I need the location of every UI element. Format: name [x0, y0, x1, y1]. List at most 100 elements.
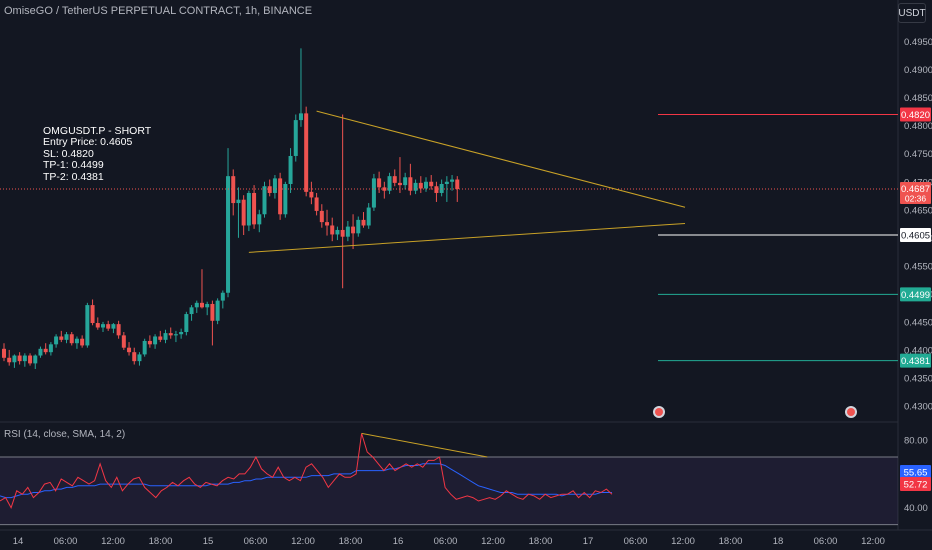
time-axis-tick: 06:00	[434, 536, 458, 547]
time-axis-tick: 18:00	[529, 536, 553, 547]
candle	[314, 197, 319, 211]
price-axis-tick: 0.4900	[904, 65, 932, 76]
time-axis-tick: 18:00	[339, 536, 363, 547]
candle	[100, 324, 105, 328]
candle	[12, 355, 17, 363]
candle	[424, 181, 429, 189]
candle	[28, 355, 33, 364]
candle	[231, 176, 236, 204]
current-price-label: 0.4687	[901, 184, 930, 195]
candle	[121, 335, 126, 348]
candle	[267, 186, 272, 193]
price-axis-tick: 0.4350	[904, 373, 932, 384]
candle	[246, 192, 251, 226]
candle	[298, 113, 303, 121]
trade-note: OMGUSDT.P - SHORT Entry Price: 0.4605 SL…	[43, 125, 152, 183]
candle	[33, 355, 38, 364]
candle	[189, 307, 194, 315]
candle	[43, 348, 48, 353]
candle	[69, 334, 74, 344]
candle	[413, 182, 418, 191]
candle	[371, 178, 376, 208]
price-axis-tick: 0.4950	[904, 37, 932, 48]
time-axis-tick: 16	[393, 536, 404, 547]
candle	[168, 333, 173, 336]
candle	[132, 352, 137, 362]
candle	[377, 178, 382, 188]
candle	[325, 222, 330, 226]
price-level-label: 0.4381	[901, 356, 930, 367]
price-level-label: 0.4605	[901, 231, 930, 242]
time-axis-tick: 18:00	[149, 536, 173, 547]
price-level-badge	[900, 228, 931, 243]
candle	[278, 178, 283, 215]
rsi-value-badge	[900, 477, 931, 491]
trade-note-line: OMGUSDT.P - SHORT	[43, 125, 152, 137]
candle	[356, 219, 361, 234]
candle	[111, 324, 116, 329]
candle	[2, 348, 6, 358]
price-axis-tick: 0.4850	[904, 93, 932, 104]
candle	[304, 113, 309, 192]
candle	[153, 336, 158, 345]
candle	[444, 181, 449, 185]
trade-note-line: SL: 0.4820	[43, 147, 94, 160]
price-level-badge	[900, 107, 931, 122]
candle	[74, 338, 79, 344]
time-axis-tick: 12:00	[101, 536, 125, 547]
candle	[7, 357, 12, 363]
candle	[194, 302, 199, 308]
candle	[22, 355, 27, 362]
candle	[361, 219, 366, 226]
time-axis-tick: 17	[583, 536, 594, 547]
candle	[403, 177, 408, 186]
rsi-indicator-label[interactable]: RSI (14, close, SMA, 14, 2)	[4, 429, 126, 440]
candle	[215, 300, 220, 321]
rsi-divergence-line	[361, 432, 488, 458]
rsi-line	[0, 433, 613, 509]
candle	[262, 186, 267, 215]
candle	[392, 176, 397, 183]
candle	[366, 207, 371, 226]
candle	[147, 340, 152, 345]
candle	[95, 323, 100, 328]
candle	[397, 182, 402, 186]
price-axis-tick: 0.4750	[904, 149, 932, 160]
candle	[179, 331, 184, 335]
candle	[54, 336, 59, 345]
time-axis-tick: 12:00	[861, 536, 885, 547]
rsi-axis-tick: 40.00	[904, 503, 928, 514]
candle	[455, 179, 460, 190]
candle	[283, 184, 288, 215]
candle	[288, 155, 293, 185]
rsi-axis-tick: 80.00	[904, 436, 928, 447]
event-icon	[847, 408, 855, 416]
candle	[17, 355, 22, 362]
time-axis-tick: 06:00	[624, 536, 648, 547]
candle	[319, 210, 324, 223]
rsi-value-label: 52.72	[904, 480, 928, 491]
candle	[241, 199, 246, 226]
price-axis-tick: 0.4550	[904, 261, 932, 272]
candle	[127, 347, 132, 353]
price-axis-tick: 0.4300	[904, 401, 932, 412]
candle	[205, 303, 210, 308]
time-axis-tick: 18:00	[719, 536, 743, 547]
trade-note-line: TP-2: 0.4381	[43, 170, 104, 183]
rsi-ma-value-badge	[900, 465, 931, 479]
price-axis-tick: 0.4650	[904, 205, 932, 216]
candle	[309, 191, 314, 198]
candle	[429, 181, 434, 187]
triangle-trendline	[248, 222, 686, 253]
event-icon	[655, 408, 663, 416]
currency-button[interactable]: USDT	[898, 3, 926, 23]
candle	[85, 305, 90, 346]
time-axis-tick: 12:00	[291, 536, 315, 547]
price-level-badge	[900, 287, 931, 302]
trade-note-line: Entry Price: 0.4605	[43, 136, 133, 149]
time-axis-tick: 15	[203, 536, 214, 547]
candle	[90, 305, 95, 324]
candle	[340, 229, 345, 237]
candle	[48, 344, 53, 353]
